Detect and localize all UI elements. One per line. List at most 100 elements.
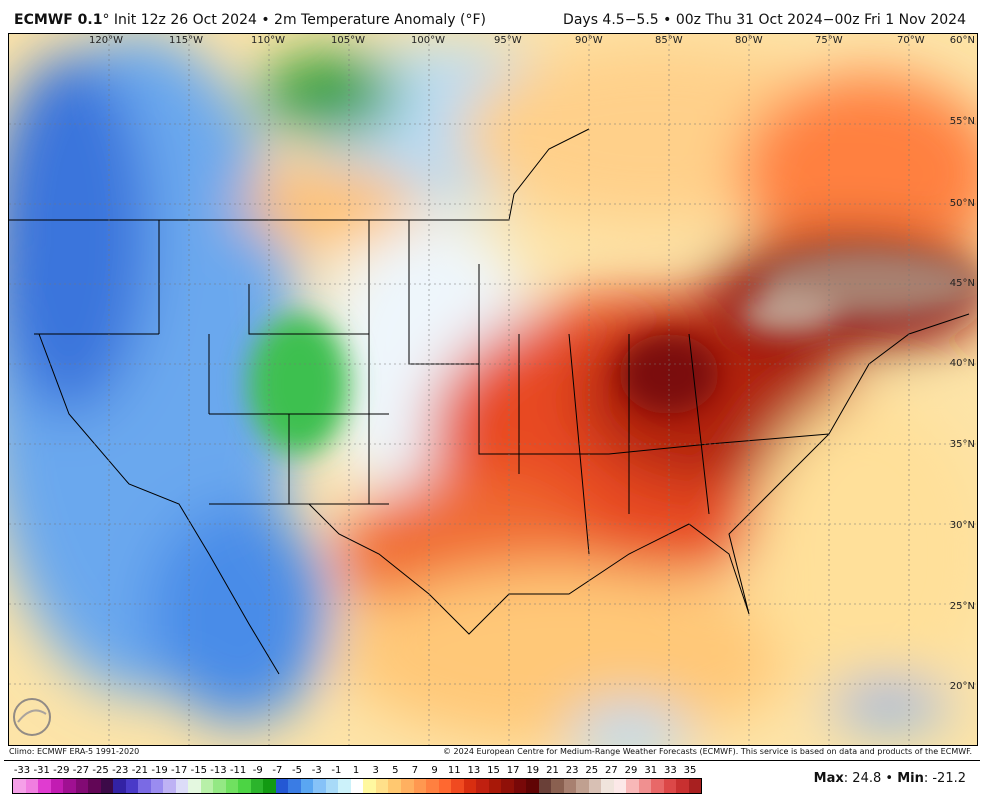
colorbar-swatch: [63, 779, 76, 793]
colorbar-tick-label: -19: [151, 765, 168, 776]
colorbar-swatch: [300, 779, 314, 793]
colorbar-swatch: [138, 779, 151, 793]
colorbar-tick-label: 23: [565, 765, 579, 776]
lon-label: 85°W: [655, 35, 683, 46]
colorbar-tick-label: -3: [311, 765, 322, 776]
colorbar-swatch: [288, 779, 301, 793]
lon-label: 110°W: [251, 35, 285, 46]
colorbar-tick-label: -11: [229, 765, 247, 776]
colorbar-tick-label: 27: [605, 765, 618, 776]
colorbar-tick-label: 33: [663, 765, 677, 776]
colorbar-tick-label: -21: [131, 765, 149, 776]
colorbar-swatch: [238, 779, 251, 793]
colorbar-swatch: [538, 779, 552, 793]
colorbar-tick-label: -27: [72, 765, 90, 776]
max-label: Max: [813, 771, 844, 786]
colorbar-tick-label: 11: [447, 765, 461, 776]
colorbar-tick-label: -17: [171, 765, 188, 776]
colorbar-swatch: [275, 779, 289, 793]
colorbar-tick-label: 21: [546, 765, 559, 776]
lon-label: 80°W: [735, 35, 763, 46]
colorbar-tick-label: 1: [352, 765, 360, 776]
lon-label: 105°W: [331, 35, 365, 46]
min-value: -21.2: [932, 771, 966, 786]
colorbar-tick-label: 35: [683, 765, 697, 776]
lat-label: 55°N: [949, 116, 975, 127]
lat-label: 25°N: [949, 601, 975, 612]
colorbar-swatch: [50, 779, 64, 793]
colorbar-tick-label: 17: [506, 765, 520, 776]
colorbar-swatch: [100, 779, 114, 793]
colorbar-tick-label: 31: [644, 765, 658, 776]
colorbar-swatch: [601, 779, 614, 793]
state-borders: [9, 128, 970, 675]
colorbar-swatch: [551, 779, 564, 793]
lat-label: 35°N: [949, 439, 975, 450]
lat-label: 20°N: [949, 681, 975, 692]
colorbar-swatch: [438, 779, 452, 793]
max-min-readout: Max: 24.8 • Min: -21.2: [813, 771, 966, 786]
colorbar-tick-label: 25: [585, 765, 599, 776]
colorbar-tick-label: 29: [624, 765, 638, 776]
lat-label: 60°N: [949, 35, 975, 46]
colorbar-swatch: [400, 779, 414, 793]
colorbar-tick-label: -9: [252, 765, 263, 776]
lat-label: 40°N: [949, 358, 975, 369]
colorbar-swatch: [313, 779, 326, 793]
colorbar-tick-label: 15: [487, 765, 500, 776]
colorbar-swatch: [563, 779, 577, 793]
colorbar-tick-label: 19: [526, 765, 540, 776]
lon-label: 100°W: [411, 35, 445, 46]
colorbar-swatch: [88, 779, 101, 793]
anomaly-field: [9, 34, 977, 745]
colorbar-swatch: [200, 779, 214, 793]
lon-label: 70°W: [897, 35, 925, 46]
colorbar-swatch: [426, 779, 439, 793]
colorbar-tick-label: -31: [33, 765, 50, 776]
colorbar-swatch: [175, 779, 189, 793]
colorbar-tick-label: -7: [272, 765, 283, 776]
colorbar-swatch: [476, 779, 489, 793]
separator: •: [881, 771, 898, 786]
colorbar-swatch: [488, 779, 502, 793]
map-title: ECMWF 0.1° Init 12z 26 Oct 2024 • 2m Tem…: [14, 12, 486, 28]
lat-label: 30°N: [949, 520, 975, 531]
colorbar-swatch: [513, 779, 527, 793]
lat-label: 45°N: [949, 278, 975, 289]
colorbar-swatch: [363, 779, 376, 793]
climo-note: Climo: ECMWF ERA-5 1991-2020: [9, 747, 140, 756]
colorbar-tick-label: -5: [292, 765, 303, 776]
colorbar-tick-label: 5: [392, 765, 399, 776]
colorbar-tick-label: -33: [13, 765, 31, 776]
colorbar-swatch: [688, 779, 702, 793]
colorbar-swatch: [213, 779, 226, 793]
colorbar-swatch: [113, 779, 126, 793]
lon-label: 120°W: [89, 35, 123, 46]
colorbar-swatch: [463, 779, 477, 793]
colorbar-swatch: [338, 779, 351, 793]
colorbar-swatch: [163, 779, 176, 793]
colorbar-tick-label: 13: [467, 765, 481, 776]
colorbar-ticks: -33 -31 -29 -27 -25 -23 -21 -19 -17 -15 -13 -11 -9 -7…: [12, 765, 702, 777]
lon-label: 115°W: [169, 35, 203, 46]
colorbar-tick-label: 3: [372, 765, 379, 776]
divider: [4, 760, 980, 761]
min-label: Min: [897, 771, 924, 786]
colorbar-swatch: [676, 779, 689, 793]
colorbar-swatch: [451, 779, 464, 793]
colorbar-swatch: [325, 779, 339, 793]
colorbar-tick-label: -25: [92, 765, 109, 776]
colorbar-swatch: [263, 779, 276, 793]
weatherbell-logo: [13, 698, 51, 736]
colorbar-swatch: [188, 779, 201, 793]
colorbar-swatch: [250, 779, 264, 793]
colorbar-swatch: [588, 779, 602, 793]
colorbar-swatch: [13, 779, 26, 793]
valid-period: Days 4.5−5.5 • 00z Thu 31 Oct 2024−00z F…: [563, 12, 966, 28]
model-name: ECMWF 0.1: [14, 12, 103, 28]
colorbar-tick-label: -29: [53, 765, 70, 776]
colorbar-swatch: [626, 779, 639, 793]
title-detail: ° Init 12z 26 Oct 2024 • 2m Temperature …: [102, 12, 487, 28]
copyright-note: © 2024 European Centre for Medium-Range …: [443, 747, 972, 756]
max-value: 24.8: [852, 771, 882, 786]
